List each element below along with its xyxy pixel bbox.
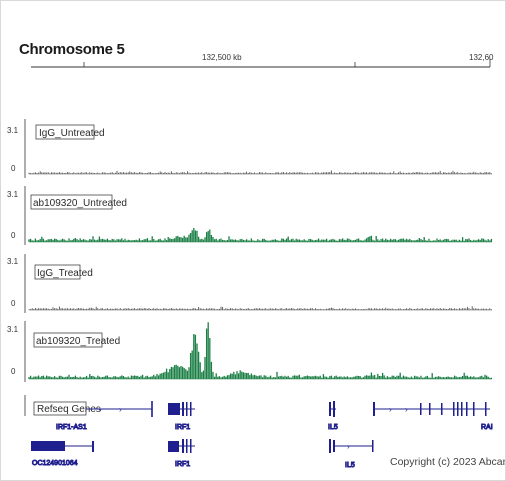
gene-rai: › › — [373, 402, 490, 416]
track-scale-min: 0 — [11, 367, 16, 376]
gene-il5 — [329, 401, 336, 417]
track-label: IgG_Treated — [37, 268, 93, 279]
track-signal — [28, 170, 492, 175]
track-label: IgG_Untreated — [39, 128, 105, 139]
signal-bars — [28, 228, 493, 242]
svg-text:›: › — [347, 442, 350, 451]
track-scale-max: 3.1 — [7, 126, 19, 135]
copyright-notice: Copyright (c) 2023 Abcam plc. — [390, 456, 505, 468]
gene-label: IRF1-AS1 — [56, 424, 87, 431]
svg-text:›: › — [119, 405, 122, 414]
gene-label: IRF1 — [175, 461, 190, 468]
gene-irf1-isoform — [168, 439, 195, 453]
track-scale-max: 3.1 — [7, 257, 19, 266]
track-signal — [28, 306, 492, 311]
gene-irf1 — [168, 402, 195, 416]
signal-bars — [28, 322, 493, 379]
track-ab109320-untreated: 3.1 0 ab109320_Untreated — [7, 186, 493, 245]
gene-irf1-as1: › › — [86, 401, 153, 417]
genes-track-label: Refseq Genes — [37, 404, 101, 415]
track-igg-treated: 3.1 0 IgG_Treated — [7, 254, 492, 313]
track-ab109320-treated: 3.1 0 ab109320_Treated — [7, 321, 493, 382]
ruler-label-right: 132,60 — [469, 53, 494, 62]
track-igg-untreated: 3.1 0 IgG_Untreated — [7, 119, 492, 178]
chromosome-title: Chromosome 5 — [19, 41, 125, 58]
track-label: ab109320_Untreated — [33, 198, 127, 209]
svg-text:›: › — [389, 405, 392, 414]
gene-label: IRF1 — [175, 424, 190, 431]
track-signal — [28, 228, 493, 243]
track-scale-min: 0 — [11, 299, 16, 308]
svg-text:›: › — [405, 405, 408, 414]
coordinate-ruler: 132,500 kb 132,60 — [31, 53, 494, 68]
track-scale-min: 0 — [11, 164, 16, 173]
ruler-label-mid: 132,500 kb — [202, 53, 242, 62]
refseq-genes-track: Refseq Genes › › IRF1-AS1 IRF1 IL5 — [24, 395, 493, 470]
track-signal — [28, 322, 493, 380]
gene-label: RAI — [481, 424, 493, 431]
gene-label: IL5 — [328, 424, 338, 431]
track-scale-max: 3.1 — [7, 190, 19, 199]
track-scale-min: 0 — [11, 231, 16, 240]
gene-label: OC124901064 — [32, 460, 78, 467]
svg-text:›: › — [99, 405, 102, 414]
signal-bars — [28, 170, 492, 174]
gene-oc124901064 — [31, 441, 94, 452]
track-label: ab109320_Treated — [36, 336, 120, 347]
gene-label: IL5 — [345, 462, 355, 469]
signal-bars — [28, 306, 492, 310]
gene-il5-isoform: › — [329, 439, 374, 453]
track-scale-max: 3.1 — [7, 325, 19, 334]
